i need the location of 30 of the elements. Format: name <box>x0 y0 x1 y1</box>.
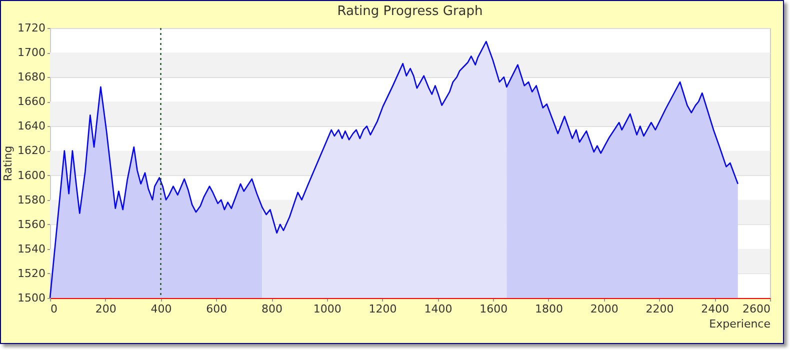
x-tick-label: 2600 <box>742 302 770 316</box>
x-tick-label: 0 <box>50 302 58 316</box>
x-tick-label: 1400 <box>424 302 452 316</box>
x-tick-label: 1200 <box>368 302 397 316</box>
y-axis-title: Rating <box>2 146 15 182</box>
x-axis-title: Experience <box>709 318 771 330</box>
line-series <box>49 40 739 299</box>
chart-title: Rating Progress Graph <box>337 4 483 19</box>
y-tick-label: 1600 <box>18 168 46 182</box>
y-tick-label: 1700 <box>18 46 46 60</box>
y-tick-label: 1680 <box>18 70 46 84</box>
y-tick-label: 1620 <box>18 144 46 158</box>
x-tick-label: 800 <box>262 302 283 316</box>
x-tick-label: 2000 <box>590 302 618 316</box>
y-tick-label: 1520 <box>18 266 46 280</box>
x-tick-label: 1600 <box>480 302 508 316</box>
y-tick-label: 1540 <box>18 242 46 256</box>
y-tick-label: 1640 <box>18 120 46 133</box>
y-tick-label: 1720 <box>18 22 46 34</box>
x-tick-label: 2200 <box>646 302 674 316</box>
x-tick-label: 600 <box>206 302 228 316</box>
x-tick-label: 1800 <box>534 302 563 316</box>
x-tick-label: 200 <box>95 302 116 316</box>
x-tick-label: 1000 <box>313 302 342 316</box>
y-tick-label: 1560 <box>18 218 46 231</box>
y-tick-label: 1580 <box>18 193 46 206</box>
y-tick-label: 1660 <box>18 95 46 108</box>
x-tick-label: 400 <box>150 302 172 316</box>
x-tick-label: 2400 <box>701 302 730 316</box>
y-tick-label: 1500 <box>18 292 46 304</box>
